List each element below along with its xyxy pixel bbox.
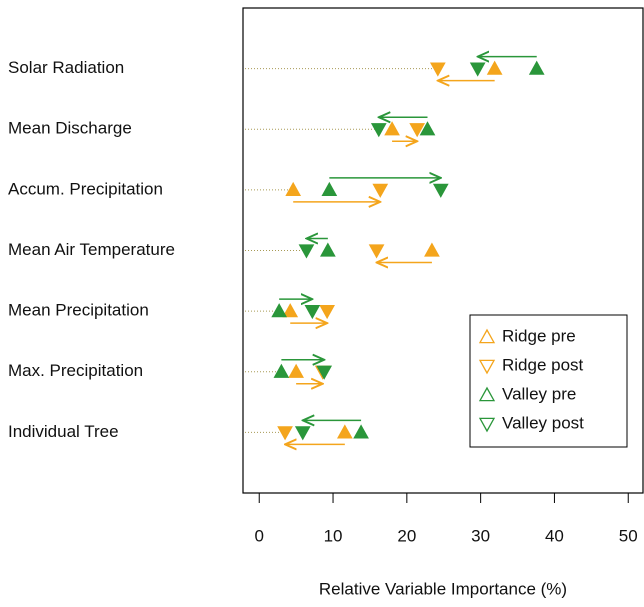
point	[528, 60, 545, 75]
legend-marker	[478, 328, 496, 344]
category-label: Solar Radiation	[8, 58, 124, 77]
legend-box	[469, 314, 628, 448]
point	[321, 181, 338, 196]
category-label: Max. Precipitation	[8, 361, 143, 380]
point	[298, 244, 315, 259]
point	[368, 244, 385, 259]
legend-label: Ridge post	[502, 355, 584, 374]
point	[384, 121, 400, 136]
point	[486, 60, 503, 75]
legend-label: Ridge pre	[502, 326, 576, 345]
point	[271, 303, 288, 318]
point	[469, 62, 486, 77]
x-axis-label: Relative Variable Importance (%)	[319, 579, 567, 598]
x-tick-label: 30	[471, 526, 490, 545]
point	[273, 363, 290, 378]
point	[336, 424, 353, 439]
point	[316, 365, 333, 380]
category-label: Mean Air Temperature	[8, 240, 175, 259]
legend-marker	[478, 386, 496, 402]
legend-label: Valley pre	[502, 384, 576, 403]
legend-marker	[478, 417, 496, 433]
x-tick-label: 50	[619, 526, 638, 545]
point	[419, 121, 436, 136]
point	[319, 305, 335, 320]
point	[409, 123, 426, 138]
legend-label: Valley post	[502, 413, 584, 432]
x-tick-label: 10	[324, 526, 343, 545]
x-tick-label: 40	[545, 526, 564, 545]
point	[432, 183, 449, 198]
x-tick-label: 20	[397, 526, 416, 545]
point	[304, 305, 321, 320]
point	[372, 183, 389, 198]
point	[424, 242, 440, 257]
point	[277, 426, 293, 441]
point	[282, 303, 299, 318]
point	[285, 181, 302, 196]
category-label: Individual Tree	[8, 422, 119, 441]
category-label: Mean Precipitation	[8, 301, 149, 320]
point	[288, 363, 304, 378]
category-label: Mean Discharge	[8, 119, 132, 138]
point	[320, 242, 336, 257]
point	[294, 426, 311, 441]
x-tick-label: 0	[255, 526, 264, 545]
point	[429, 62, 446, 77]
point	[353, 424, 369, 439]
legend-marker	[478, 359, 496, 375]
plot-frame	[242, 7, 644, 494]
point	[370, 123, 387, 138]
category-label: Accum. Precipitation	[8, 179, 163, 198]
